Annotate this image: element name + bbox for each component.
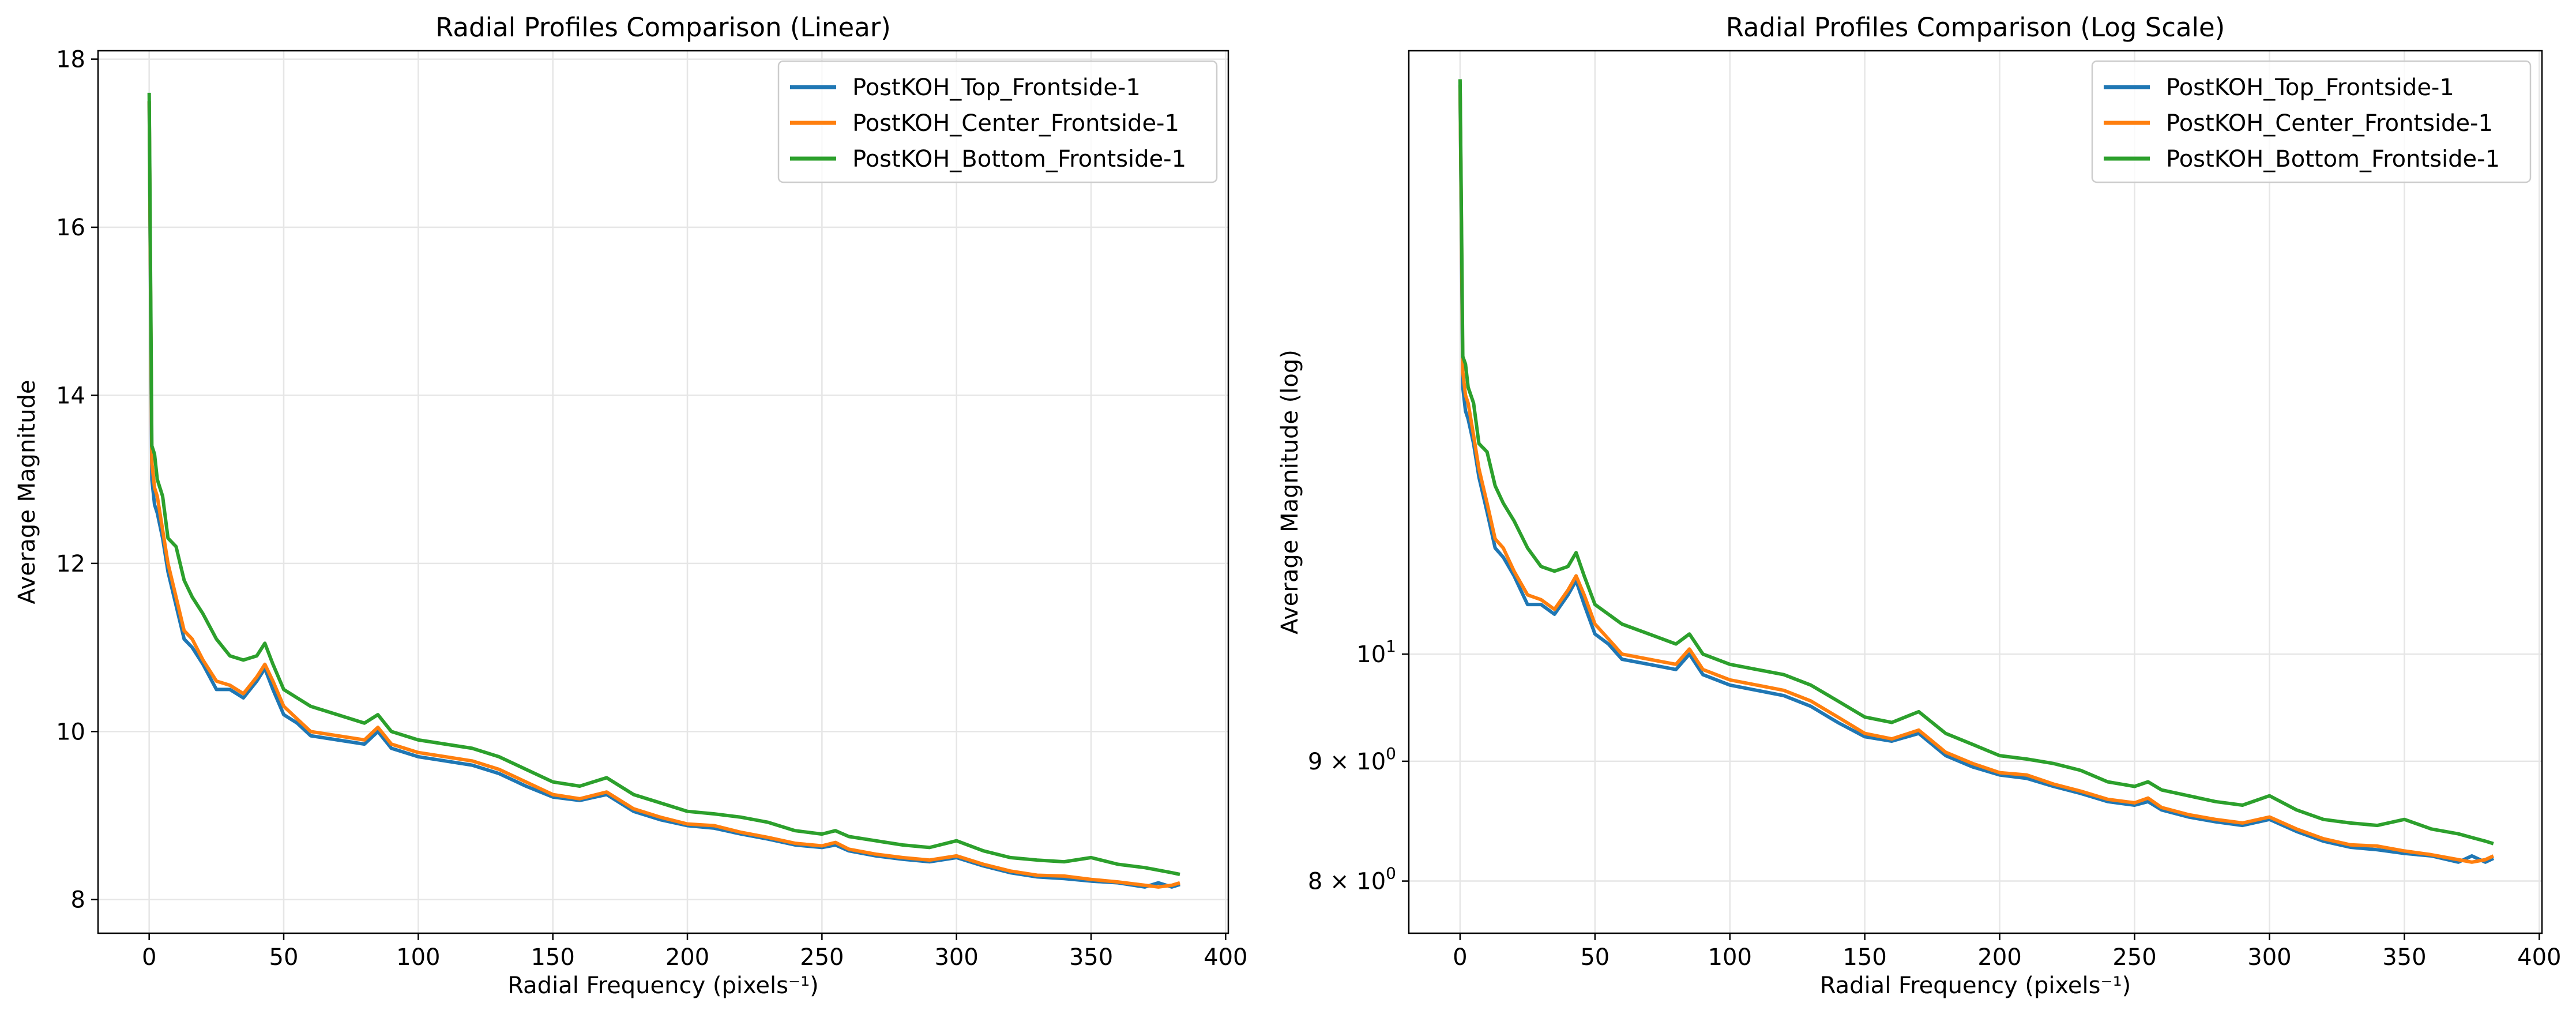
x-tick-label: 50 (269, 944, 299, 971)
y-tick-label: 101 (1356, 637, 1396, 668)
grid (98, 51, 1228, 933)
legend: PostKOH_Top_Frontside-1 PostKOH_Center_Fr… (2091, 60, 2532, 183)
y-tick-label: 16 (56, 215, 85, 241)
y-tick-label: 8 (71, 887, 85, 914)
plot-area (1458, 79, 2495, 864)
x-tick-label: 300 (2247, 944, 2291, 971)
legend-label: PostKOH_Center_Frontside-1 (2166, 110, 2493, 137)
y-tick-label: 14 (56, 382, 85, 409)
chart-linear: Radial Profiles Comparison (Linear) 0 50 1… (14, 12, 1248, 999)
x-tick-label: 400 (2517, 944, 2561, 971)
legend-label: PostKOH_Center_Frontside-1 (852, 110, 1179, 137)
y-tick-label: 12 (56, 551, 85, 577)
legend-label: PostKOH_Bottom_Frontside-1 (852, 146, 1186, 172)
series-line-1 (1458, 85, 2495, 864)
series-line-2 (147, 101, 1180, 889)
legend-label: PostKOH_Bottom_Frontside-1 (2166, 146, 2500, 172)
legend-box (2091, 60, 2532, 183)
y-tick-label: 10 (56, 719, 85, 745)
x-tick-label: 350 (1069, 944, 1113, 971)
legend-label: PostKOH_Top_Frontside-1 (2166, 74, 2454, 101)
x-tick-label: 0 (142, 944, 156, 971)
chart-log-scale: Radial Profiles Comparison (Log Scale) 0… (1277, 12, 2562, 999)
x-tick-label: 100 (396, 944, 440, 971)
x-tick-label: 250 (2112, 944, 2156, 971)
y-tick-label: 18 (56, 47, 85, 73)
legend: PostKOH_Top_Frontside-1 PostKOH_Center_Fr… (777, 60, 1218, 183)
x-tick-label: 300 (934, 944, 978, 971)
x-axis-label: Radial Frequency (pixels⁻¹) (1820, 972, 2131, 999)
chart-title: Radial Profiles Comparison (Linear) (435, 12, 891, 43)
x-tick-label: 150 (531, 944, 574, 971)
axes-frame (1408, 50, 2543, 934)
x-tick-label: 150 (1842, 944, 1886, 971)
x-tick-label: 0 (1453, 944, 1467, 971)
series-line-3 (1458, 79, 2494, 846)
ticks: 0 50 100 150 200 250 300 350 400 8 10 12 14 16 18 (56, 47, 1247, 971)
axes-frame (97, 50, 1229, 934)
x-tick-label: 250 (800, 944, 844, 971)
x-tick-label: 50 (1580, 944, 1609, 971)
y-tick-label: 9 × 100 (1308, 744, 1396, 775)
y-axis-label: Average Magnitude (14, 380, 40, 604)
x-axis-label: Radial Frequency (pixels⁻¹) (507, 972, 819, 999)
chart-title: Radial Profiles Comparison (Log Scale) (1726, 12, 2225, 43)
x-tick-label: 100 (1708, 944, 1752, 971)
y-tick-label: 8 × 100 (1308, 864, 1396, 895)
legend-label: PostKOH_Top_Frontside-1 (852, 74, 1141, 101)
x-tick-label: 400 (1204, 944, 1247, 971)
x-tick-label: 350 (2382, 944, 2426, 971)
x-tick-label: 200 (1977, 944, 2021, 971)
x-tick-label: 200 (665, 944, 709, 971)
y-axis-label: Average Magnitude (log) (1277, 350, 1303, 634)
ticks: 0 50 100 150 200 250 300 350 400 8 × 100 9 × 100 10… (1308, 637, 2562, 971)
plot-area (147, 92, 1180, 889)
series-line-3 (147, 92, 1180, 876)
legend-box (777, 60, 1218, 183)
series-line-2 (1458, 85, 2495, 864)
